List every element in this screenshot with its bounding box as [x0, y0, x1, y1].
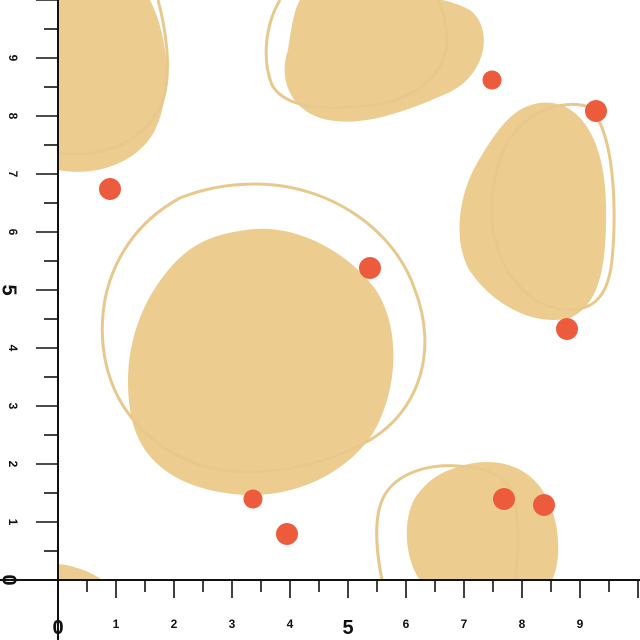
red-dot: [556, 318, 578, 340]
ruler-label-y: 1: [6, 519, 20, 526]
outline-layer: [57, 0, 616, 581]
red-dot: [493, 488, 515, 510]
ruler-label-y: 5: [0, 284, 20, 295]
red-dot: [482, 70, 502, 90]
ruler-label-y: 0: [0, 574, 20, 585]
ruler-label-y: 2: [6, 461, 20, 468]
ruler-label-y: 6: [6, 229, 20, 236]
ruler-label-x: 6: [403, 617, 410, 631]
dot-layer: [99, 70, 607, 545]
ruler-label-y: 3: [6, 403, 20, 410]
blob-bottom-left-corner: [58, 564, 102, 580]
red-dot: [359, 257, 381, 279]
ruler-label-x: 4: [287, 617, 294, 631]
ruler-label-x: 1: [113, 617, 120, 631]
outline-large-center: [100, 182, 427, 474]
ruler-label-x: 9: [577, 617, 584, 631]
outline-top-center: [264, 0, 449, 110]
ruler-label-y: 9: [6, 55, 20, 62]
blob-top-center: [284, 0, 484, 122]
outline-bottom-right: [375, 464, 520, 581]
blob-large-center: [127, 228, 394, 496]
outline-top-left: [57, 0, 169, 156]
red-dot: [99, 178, 121, 200]
ruler-label-x: 5: [342, 617, 353, 639]
ruler-label-y: 8: [6, 113, 20, 120]
ruler-label-x: 3: [229, 617, 236, 631]
red-dot: [243, 489, 263, 509]
blob-right: [459, 102, 607, 321]
ruler-label-x: 2: [171, 617, 178, 631]
red-dot: [276, 523, 298, 545]
ruler-label-x: 7: [461, 617, 468, 631]
ruler-label-x: 8: [519, 617, 526, 631]
red-dot: [533, 494, 555, 516]
ruler-label-x: 0: [52, 617, 63, 639]
outline-right: [490, 102, 616, 312]
blob-layer: [58, 0, 607, 580]
ruler-label-y: 4: [6, 345, 20, 352]
blob-top-left: [58, 0, 167, 172]
ruler-label-y: 7: [6, 171, 20, 178]
red-dot: [585, 100, 607, 122]
blob-bottom-right: [406, 461, 559, 580]
